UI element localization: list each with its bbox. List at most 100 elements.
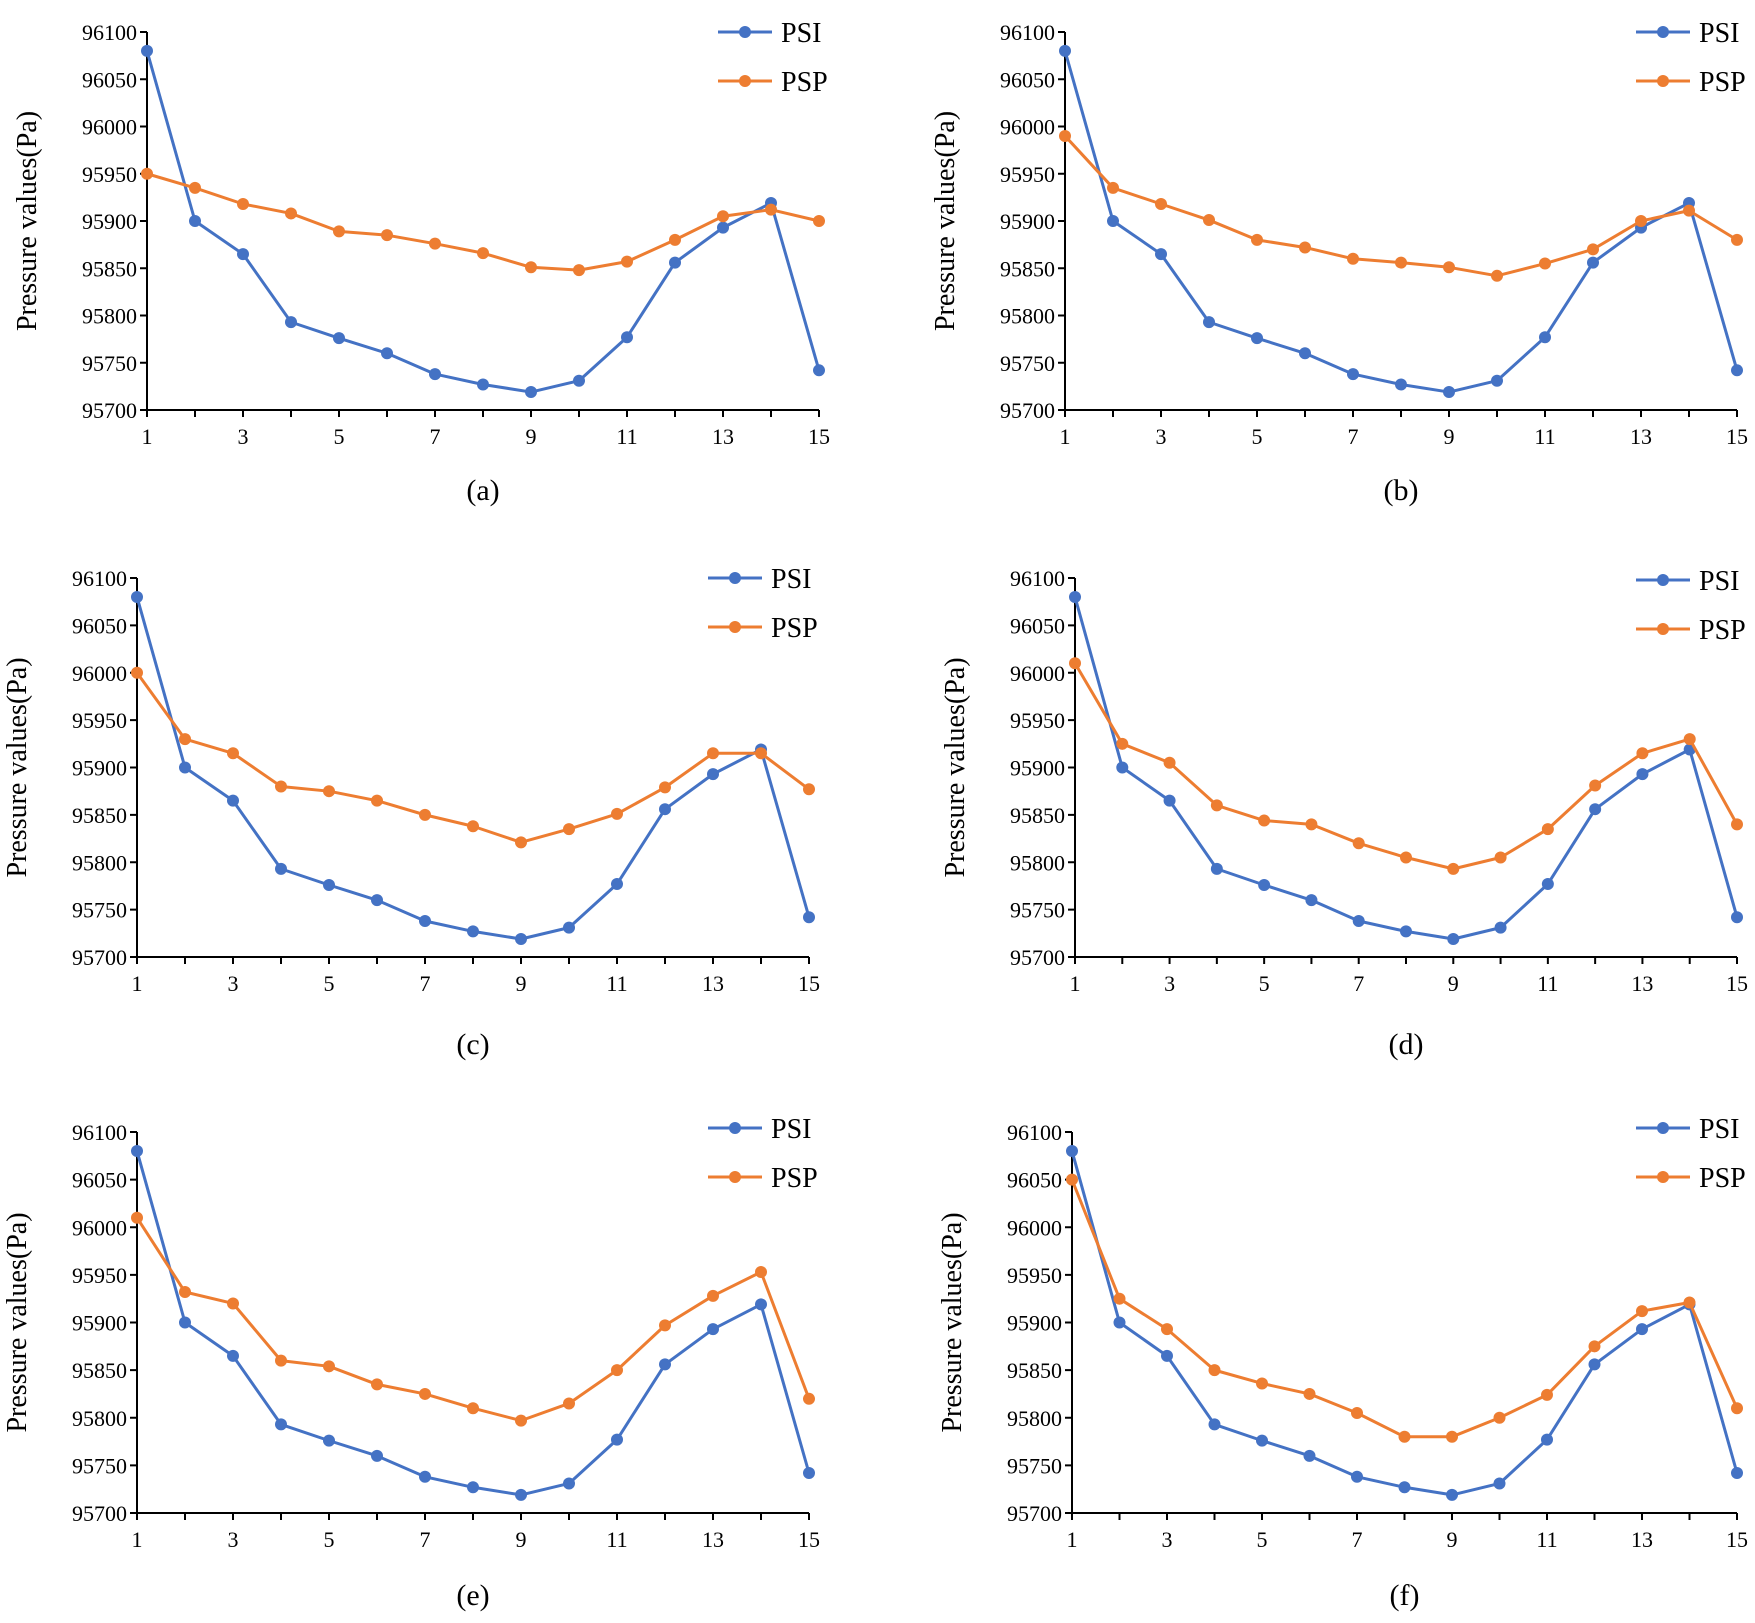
x-tick-label: 7 — [1352, 1527, 1363, 1552]
data-point-psp — [1683, 204, 1695, 217]
legend-label: PSI — [1699, 1114, 1739, 1145]
data-point-psi — [813, 364, 825, 377]
data-point-psi — [1446, 1488, 1458, 1501]
legend-item-psp: PSP — [708, 1163, 818, 1194]
data-point-psi — [1208, 1418, 1221, 1431]
data-point-psp — [1351, 1406, 1363, 1419]
data-point-psp — [1446, 1430, 1458, 1443]
data-point-psi — [1203, 316, 1215, 329]
legend-item-psi: PSI — [1636, 1114, 1739, 1145]
data-point-psp — [717, 210, 729, 223]
data-point-psp — [1494, 851, 1507, 864]
data-point-psi — [1155, 248, 1167, 261]
data-point-psi — [285, 316, 297, 329]
data-point-psi — [1398, 1481, 1411, 1494]
chart-panel-f: 95700 95750 95800 95850 95900 95950 96000 96050… — [937, 1114, 1748, 1612]
data-point-psi — [371, 1449, 383, 1462]
data-point-psp — [1116, 737, 1129, 750]
x-tick-label: 5 — [1252, 424, 1263, 449]
series-line-psi — [1070, 1150, 1739, 1497]
data-point-psp — [1443, 261, 1455, 274]
data-point-psi — [275, 1418, 287, 1431]
data-point-psi — [1305, 894, 1318, 907]
legend-item-psi: PSI — [1636, 566, 1739, 597]
data-point-psi — [371, 894, 383, 907]
y-tick-label: 95950 — [72, 708, 127, 733]
data-point-psi — [477, 378, 489, 391]
data-point-psi — [621, 331, 633, 344]
data-point-psi — [419, 1470, 431, 1483]
x-tick-label: 7 — [420, 1527, 431, 1552]
data-point-psp — [1203, 214, 1215, 227]
legend-marker — [729, 621, 741, 633]
legend-label: PSI — [781, 18, 821, 49]
data-point-psp — [1683, 733, 1696, 746]
x-tick-label: 7 — [430, 424, 441, 449]
data-point-psp — [477, 247, 489, 260]
legend-marker — [1657, 1171, 1669, 1183]
data-point-psi — [563, 1477, 575, 1490]
data-point-psi — [333, 332, 345, 345]
data-point-psi — [1352, 914, 1365, 927]
data-point-psp — [659, 781, 671, 794]
data-point-psi — [179, 1316, 191, 1329]
data-point-psp — [1447, 862, 1460, 875]
data-point-psp — [1683, 1296, 1696, 1309]
x-tick-label: 5 — [324, 971, 335, 996]
legend-marker — [1657, 623, 1669, 635]
data-point-psi — [141, 44, 153, 57]
y-tick-label: 95950 — [1010, 708, 1065, 733]
data-point-psp — [707, 747, 719, 760]
data-point-psi — [1636, 1323, 1648, 1336]
x-tick-label: 15 — [1726, 971, 1748, 996]
legend-marker — [1657, 574, 1669, 586]
y-tick-label: 96000 — [72, 1215, 127, 1240]
data-point-psp — [419, 1387, 431, 1400]
data-point-psp — [755, 1266, 767, 1279]
legend-item-psi: PSI — [708, 564, 811, 595]
y-tick-label: 95750 — [82, 351, 137, 376]
x-tick-label: 5 — [1257, 1527, 1268, 1552]
x-tick-label: 3 — [1162, 1527, 1173, 1552]
data-point-psp — [371, 1378, 383, 1391]
data-point-psp — [1163, 756, 1176, 769]
legend-item-psi: PSI — [708, 1114, 811, 1145]
data-point-psi — [707, 768, 719, 781]
data-point-psi — [1636, 768, 1649, 781]
data-point-psp — [1347, 252, 1359, 265]
legend-item-psp: PSP — [1636, 615, 1746, 646]
data-point-psp — [227, 1297, 239, 1310]
data-point-psp — [669, 233, 681, 246]
legend-marker — [1657, 1122, 1669, 1134]
data-point-psp — [237, 197, 249, 210]
data-point-psi — [275, 862, 287, 875]
data-point-psp — [179, 733, 191, 746]
y-tick-label: 95850 — [1010, 803, 1065, 828]
data-point-psp — [1107, 181, 1119, 194]
data-point-psi — [429, 368, 441, 381]
data-point-psp — [1303, 1387, 1316, 1400]
data-point-psp — [1066, 1173, 1078, 1186]
y-tick-label: 96050 — [1010, 613, 1065, 638]
data-point-psi — [467, 1481, 479, 1494]
legend-marker — [739, 26, 751, 38]
legend-label: PSP — [771, 1163, 818, 1194]
data-point-psi — [755, 1298, 767, 1311]
y-tick-label: 95950 — [1000, 162, 1055, 187]
data-point-psp — [333, 225, 345, 238]
data-point-psp — [1731, 1402, 1743, 1415]
data-point-psp — [803, 783, 815, 796]
y-tick-label: 96100 — [1010, 566, 1065, 591]
data-point-psp — [323, 1360, 335, 1373]
y-tick-label: 95950 — [72, 1263, 127, 1288]
x-tick-label: 13 — [1631, 1527, 1653, 1552]
chart-panel-a: 95700 95750 95800 95850 95900 95950 96000 96050… — [12, 18, 830, 507]
data-point-psi — [1069, 590, 1081, 603]
data-point-psi — [659, 1358, 671, 1371]
data-point-psp — [515, 836, 527, 849]
data-point-psi — [1303, 1449, 1316, 1462]
x-tick-label: 1 — [1070, 971, 1081, 996]
data-point-psp — [813, 215, 825, 227]
y-tick-label: 96000 — [1007, 1215, 1062, 1240]
